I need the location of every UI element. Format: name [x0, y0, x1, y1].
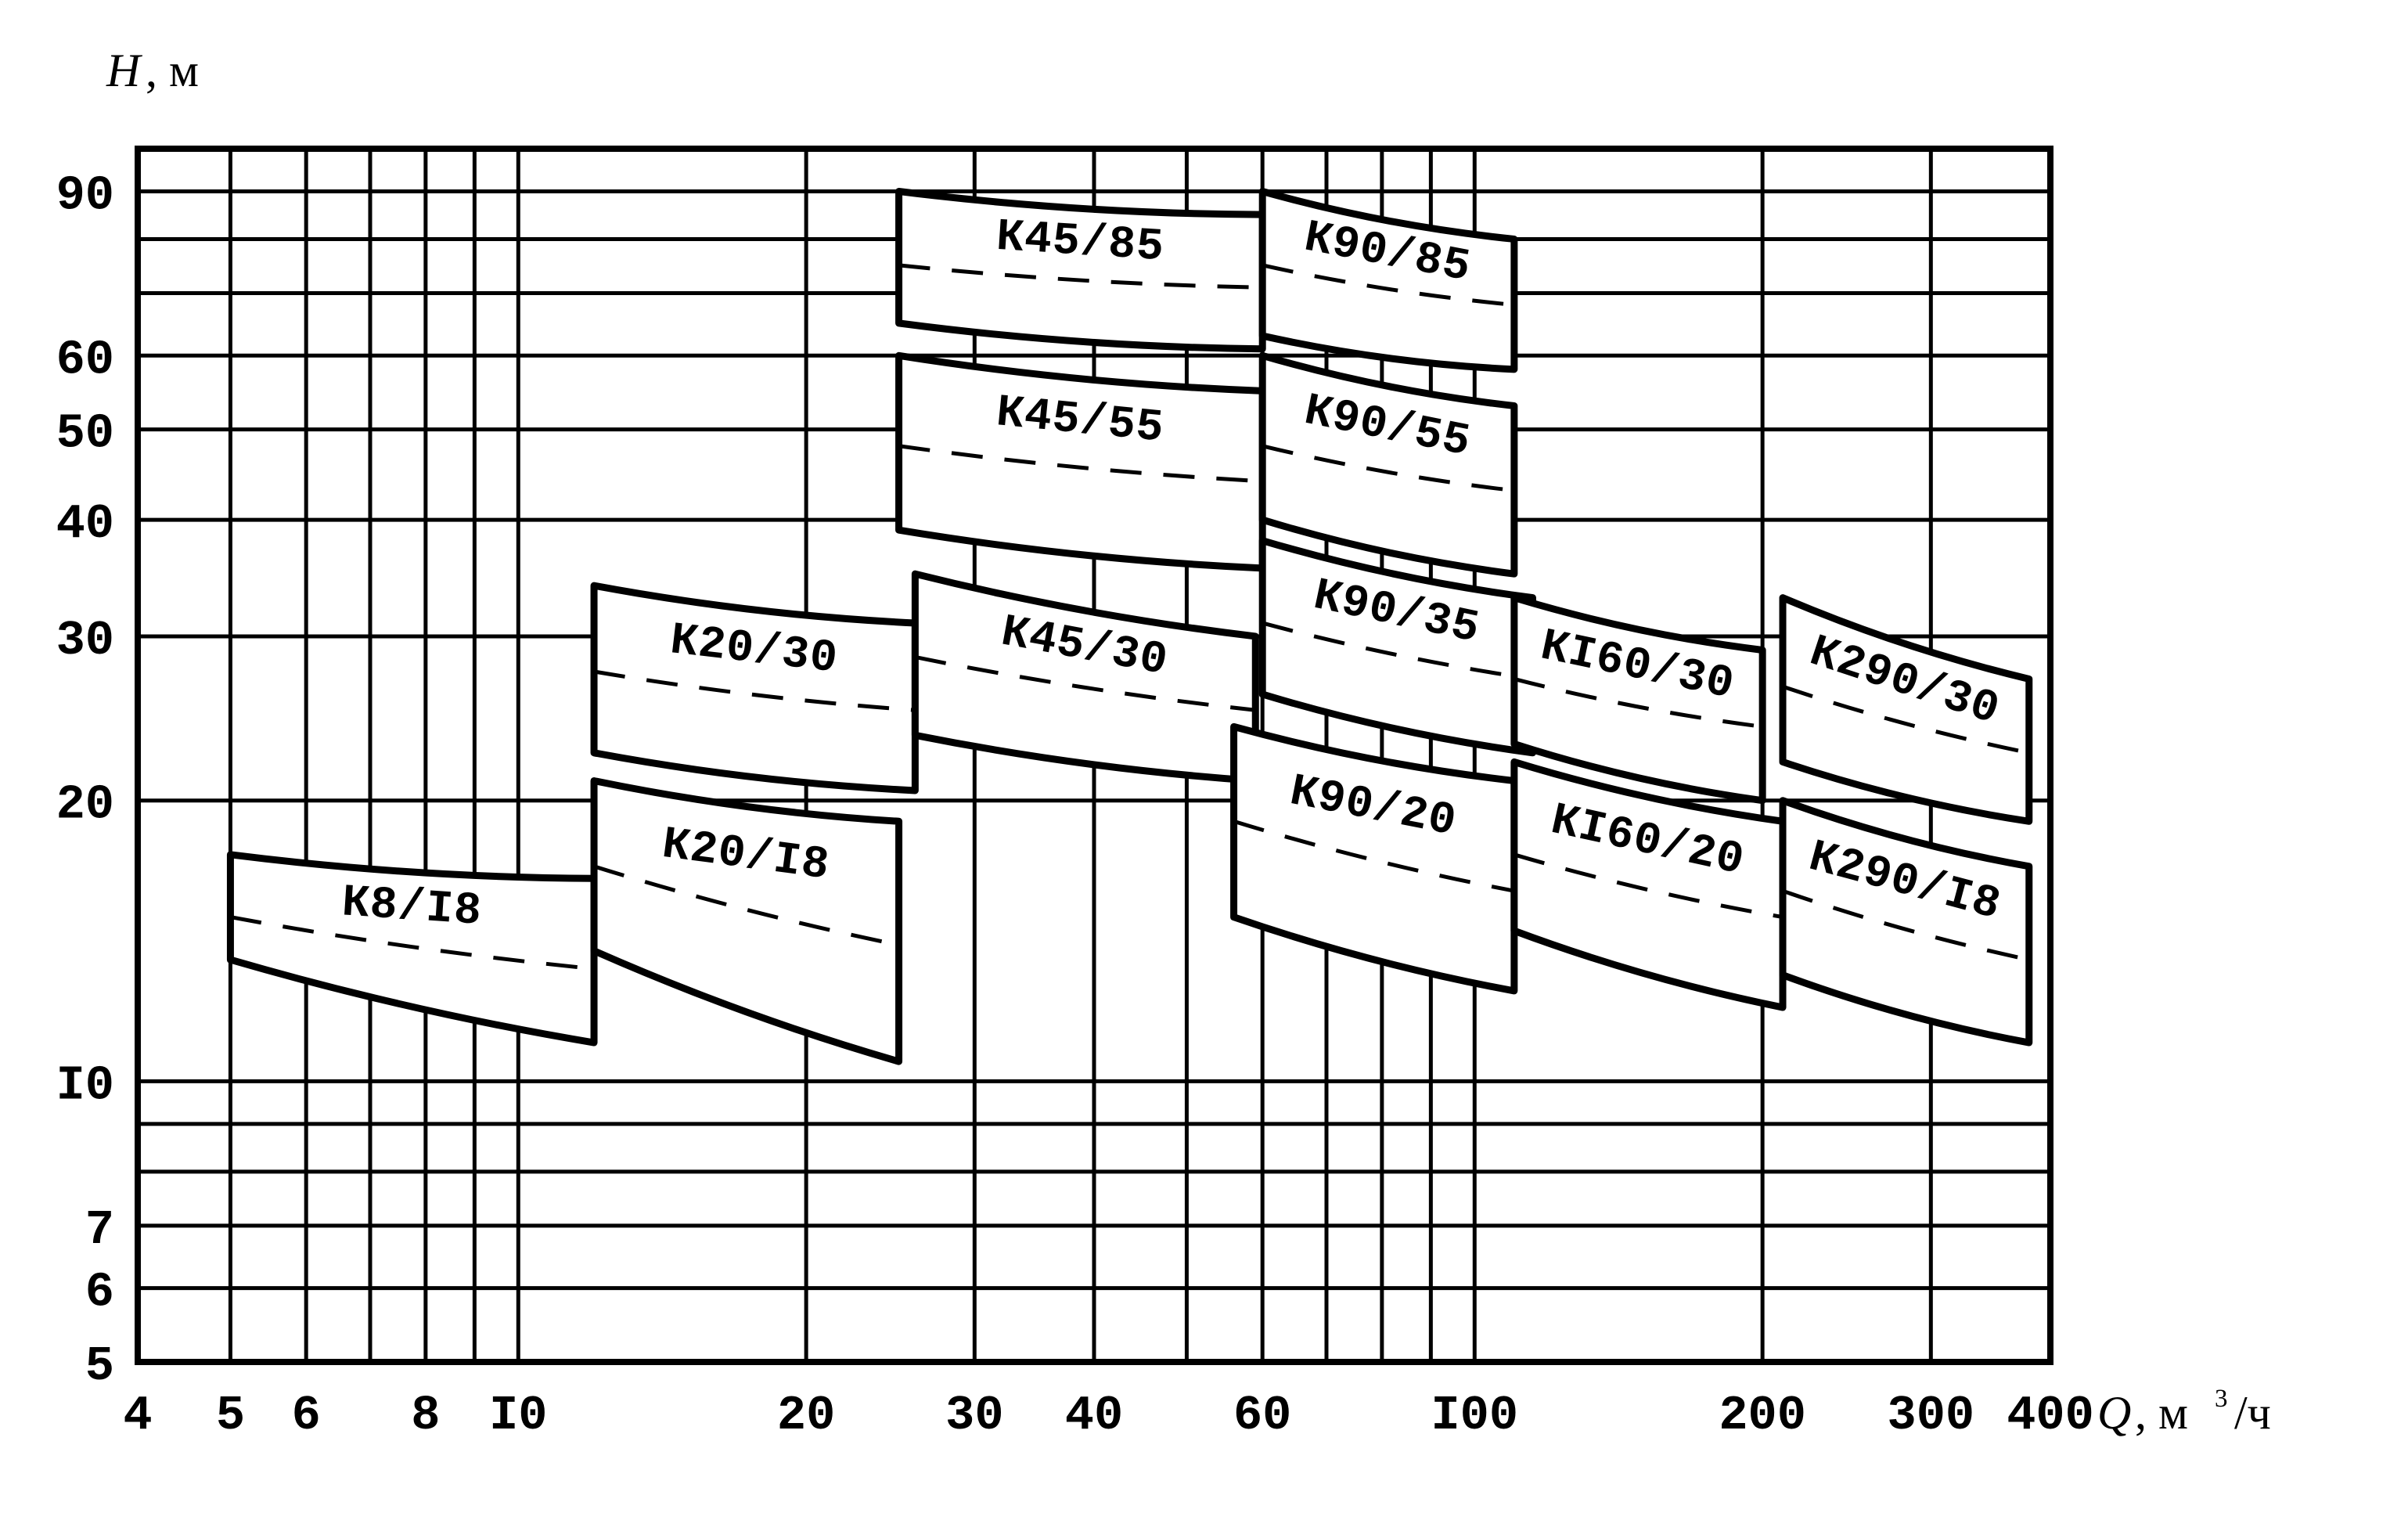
- x-tick-label: 8: [411, 1388, 440, 1443]
- x-tick-label: 400: [2007, 1388, 2094, 1443]
- pump-region: К45/55: [899, 355, 1263, 568]
- svg-text:3: 3: [2215, 1385, 2228, 1413]
- y-axis-title: H, м: [106, 45, 199, 96]
- x-tick-label: I00: [1431, 1388, 1518, 1443]
- svg-text:, м: , м: [146, 45, 199, 96]
- x-tick-label: 300: [1888, 1388, 1975, 1443]
- y-tick-label: 20: [56, 777, 114, 833]
- y-tick-label: 30: [56, 613, 114, 668]
- x-tick-label: 6: [292, 1388, 321, 1443]
- y-tick-label: 7: [85, 1202, 114, 1258]
- y-tick-label: 6: [85, 1265, 114, 1320]
- x-tick-labels: 4 56 8 I0 20 30 40 60 I00 200 300 400: [123, 1388, 2093, 1443]
- svg-text:Q: Q: [2097, 1387, 2131, 1439]
- x-tick-label: 40: [1065, 1388, 1123, 1443]
- svg-text:, м: , м: [2135, 1387, 2188, 1439]
- pump-coverage-chart: 4568I020304060I00200300400567I0203040506…: [0, 0, 2408, 1524]
- svg-text:H: H: [106, 45, 143, 96]
- pump-region-label: К45/85: [995, 212, 1166, 274]
- y-tick-label: 60: [56, 332, 114, 387]
- pump-region-label: К8/I8: [340, 877, 484, 938]
- x-tick-label: 20: [777, 1388, 835, 1443]
- x-tick-label: 30: [945, 1388, 1003, 1443]
- x-tick-label: I0: [489, 1388, 547, 1443]
- pump-region-outline: [899, 355, 1263, 568]
- x-axis-title: Q, м 3/ч: [2097, 1385, 2271, 1439]
- x-tick-label: 5: [216, 1388, 245, 1443]
- y-tick-label: 40: [56, 496, 114, 552]
- y-tick-label: 5: [85, 1338, 114, 1394]
- x-tick-label: 60: [1233, 1388, 1291, 1443]
- y-tick-label: 50: [56, 406, 114, 462]
- y-tick-label: I0: [56, 1057, 114, 1113]
- x-tick-label: 200: [1719, 1388, 1806, 1443]
- pump-region: К45/85: [899, 192, 1263, 349]
- x-tick-label: 4: [123, 1388, 152, 1443]
- svg-text:/ч: /ч: [2234, 1387, 2271, 1439]
- y-tick-label: 90: [56, 168, 114, 224]
